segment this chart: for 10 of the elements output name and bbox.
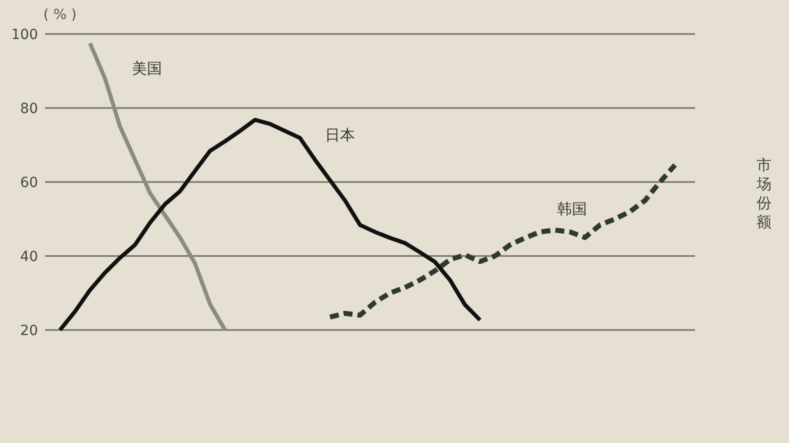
y-axis-title: ( % )	[43, 7, 77, 23]
y-tick-label: 40	[20, 249, 38, 265]
series-label: 日本	[325, 126, 355, 144]
y-tick-label: 20	[20, 323, 38, 339]
y-tick-label: 100	[11, 27, 38, 43]
text: 市场份额	[756, 156, 772, 231]
y-tick-label: 60	[20, 175, 38, 191]
series-label: 韩国	[557, 200, 587, 218]
series-label: 美国	[132, 59, 162, 78]
y-tick-label: 80	[20, 101, 38, 117]
